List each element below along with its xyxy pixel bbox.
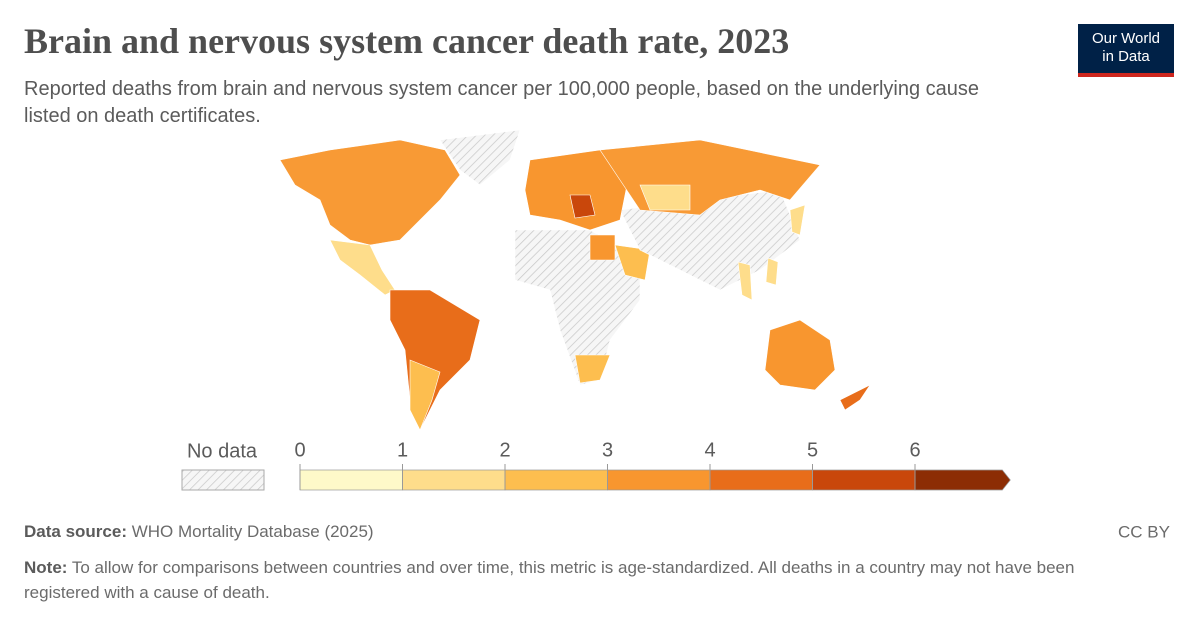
legend-bin <box>914 469 1011 491</box>
legend-tick-label: 4 <box>704 439 715 461</box>
note-label: Note: <box>24 558 68 577</box>
region <box>409 359 441 431</box>
subtitle: Reported deaths from brain and nervous s… <box>24 78 980 127</box>
region <box>839 384 871 411</box>
no-data-label: No data <box>187 440 258 462</box>
legend-tick-label: 3 <box>602 439 613 461</box>
legend-tick-label: 2 <box>499 439 510 461</box>
source-text: WHO Mortality Database (2025) <box>131 522 374 541</box>
legend-tick-label: 0 <box>294 439 305 461</box>
note-text: To allow for comparisons between countri… <box>24 558 1075 602</box>
legend-bin <box>504 469 608 491</box>
region <box>589 234 616 261</box>
logo[interactable]: Our World in Data <box>1078 24 1174 77</box>
logo-text: Our World <box>1091 30 1161 47</box>
region <box>765 257 779 286</box>
legend-bin <box>709 469 813 491</box>
region <box>569 194 596 219</box>
legend-bin <box>299 469 403 491</box>
legend-bin <box>607 469 711 491</box>
region <box>574 354 611 384</box>
legend-tick-label: 6 <box>909 439 920 461</box>
note: Note: To allow for comparisons between c… <box>24 555 1134 605</box>
region <box>789 204 806 236</box>
logo-text: in Data <box>1102 48 1150 65</box>
source-label: Data source: <box>24 522 127 541</box>
legend-tick-label: 1 <box>397 439 408 461</box>
legend-bin <box>402 469 506 491</box>
license: CC BY <box>1118 522 1170 541</box>
no-data-swatch <box>181 469 265 491</box>
region <box>389 289 481 431</box>
region <box>614 244 651 281</box>
legend-bin <box>812 469 916 491</box>
region <box>279 139 461 246</box>
world-map <box>279 129 871 431</box>
region <box>439 129 521 186</box>
legend-scale: 0 1 2 3 4 5 6 <box>294 439 1011 491</box>
region <box>639 184 691 211</box>
region <box>764 319 836 391</box>
region <box>737 261 753 301</box>
region <box>599 139 821 216</box>
legend-tick-label: 5 <box>807 439 818 461</box>
title: Brain and nervous system cancer death ra… <box>24 21 790 61</box>
region <box>329 239 396 296</box>
source: Data source: WHO Mortality Database (202… <box>24 522 374 542</box>
